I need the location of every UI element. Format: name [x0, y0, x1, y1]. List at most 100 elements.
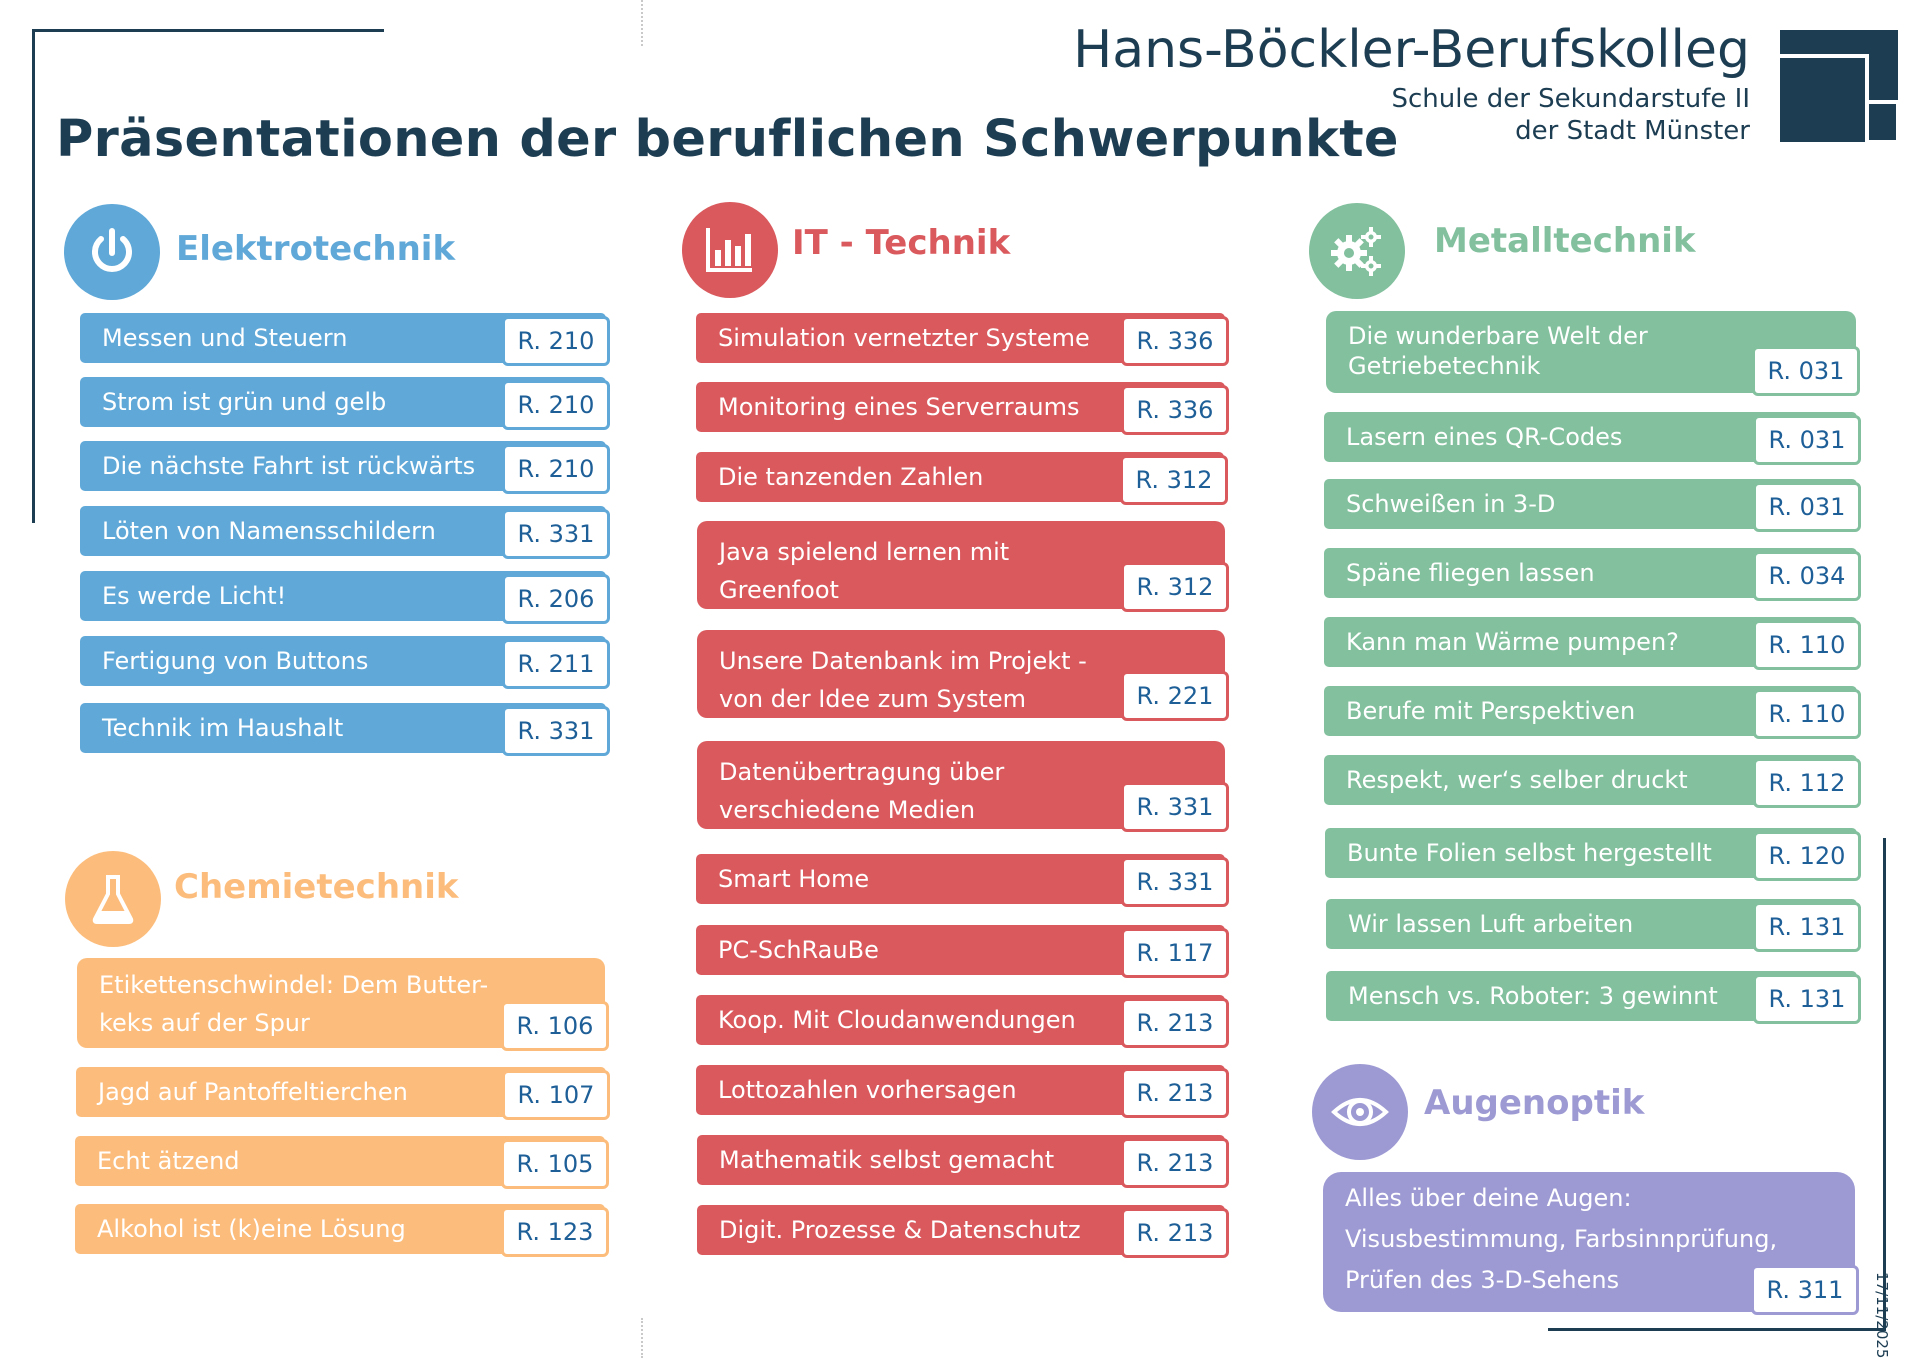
metalltechnik-item: Lasern eines QR-Codes R. 031 [1324, 412, 1861, 465]
room-badge: R. 331 [1121, 782, 1229, 832]
room-badge: R. 206 [502, 574, 610, 624]
it-technik-item: Mathematik selbst gemacht R. 213 [697, 1135, 1229, 1188]
presentation-title: Simulation vernetzter Systeme [718, 324, 1090, 352]
chemietechnik-heading: Chemietechnik [174, 867, 459, 907]
presentation-title: Lasern eines QR-Codes [1346, 423, 1623, 451]
presentation-title: Mathematik selbst gemacht [719, 1146, 1055, 1174]
fold-mark-top [641, 0, 643, 46]
it-technik-item: Die tanzenden Zahlen R. 312 [696, 452, 1228, 505]
room-badge: R. 311 [1751, 1265, 1859, 1315]
chemietechnik-item: Alkohol ist (k)eine Lösung R. 123 [75, 1204, 609, 1257]
elektrotechnik-item: Fertigung von Buttons R. 211 [80, 636, 610, 689]
metalltechnik-item: Kann man Wärme pumpen? R. 110 [1324, 617, 1861, 670]
metalltechnik-item: Bunte Folien selbst hergestellt R. 120 [1325, 828, 1861, 881]
presentation-title: Digit. Prozesse & Datenschutz [719, 1216, 1081, 1244]
metalltechnik-item: Wir lassen Luft arbeiten R. 131 [1326, 899, 1861, 952]
room-badge: R. 131 [1753, 974, 1861, 1024]
school-subtitle-1: Schule der Sekundarstufe II [1391, 84, 1750, 114]
room-badge: R. 031 [1753, 482, 1861, 532]
room-badge: R. 107 [502, 1070, 610, 1120]
presentation-title: Berufe mit Perspektiven [1346, 697, 1636, 725]
room-badge: R. 312 [1121, 562, 1229, 612]
room-badge: R. 213 [1121, 1068, 1229, 1118]
school-logo [1780, 30, 1898, 142]
metalltechnik-heading: Metalltechnik [1434, 221, 1696, 261]
presentation-title: Etikettenschwindel: Dem Butter-keks auf … [99, 971, 489, 1037]
room-badge: R. 131 [1753, 902, 1861, 952]
presentation-title: Koop. Mit Cloudanwendungen [718, 1006, 1076, 1034]
room-badge: R. 213 [1121, 998, 1229, 1048]
frame-line-top-left [32, 29, 384, 32]
augenoptik-heading: Augenoptik [1424, 1083, 1645, 1123]
augenoptik-item: Alles über deine Augen: Visusbestimmung,… [1323, 1172, 1859, 1315]
it-technik-item: Digit. Prozesse & Datenschutz R. 213 [697, 1205, 1229, 1258]
presentation-title: Fertigung von Buttons [102, 647, 369, 675]
presentation-title: Technik im Haushalt [102, 714, 344, 742]
room-badge: R. 213 [1121, 1138, 1229, 1188]
metalltechnik-item: Späne fliegen lassen R. 034 [1324, 548, 1861, 601]
presentation-title: Bunte Folien selbst hergestellt [1347, 839, 1712, 867]
elektrotechnik-heading: Elektrotechnik [176, 229, 456, 269]
room-badge: R. 336 [1121, 316, 1229, 366]
it-technik-heading: IT - Technik [792, 223, 1011, 263]
it-technik-icon-circle [682, 202, 778, 298]
frame-line-bottom-right [1548, 1328, 1886, 1331]
elektrotechnik-icon-circle [64, 204, 160, 300]
it-technik-item: Java spielend lernen mit Greenfoot R. 31… [697, 521, 1229, 612]
presentation-title: Wir lassen Luft arbeiten [1348, 910, 1634, 938]
it-technik-item: Simulation vernetzter Systeme R. 336 [696, 313, 1229, 366]
it-technik-item: Unsere Datenbank im Projekt - von der Id… [697, 630, 1229, 721]
it-technik-item: Datenübertragung über verschiedene Medie… [697, 741, 1229, 832]
power-icon [92, 228, 132, 272]
it-technik-item: Koop. Mit Cloudanwendungen R. 213 [696, 995, 1229, 1048]
presentation-title: Lottozahlen vorhersagen [718, 1076, 1017, 1104]
elektrotechnik-item: Messen und Steuern R. 210 [80, 313, 610, 366]
presentation-title: Java spielend lernen mit Greenfoot [719, 538, 1010, 604]
flask-icon [92, 875, 134, 924]
metalltechnik-item: Respekt, wer‘s selber druckt R. 112 [1324, 755, 1861, 808]
school-subtitle-2: der Stadt Münster [1515, 116, 1750, 146]
presentation-title: Datenübertragung über verschiedene Medie… [719, 758, 1005, 824]
chemietechnik-item: Echt ätzend R. 105 [75, 1136, 609, 1189]
presentation-title: Die tanzenden Zahlen [718, 463, 984, 491]
room-badge: R. 331 [502, 509, 610, 559]
presentation-title: Strom ist grün und gelb [102, 388, 387, 416]
presentation-title: Alles über deine Augen: Visusbestimmung,… [1345, 1184, 1778, 1294]
frame-line-left [32, 29, 35, 523]
presentation-title: Smart Home [718, 865, 870, 893]
gears-icon [1331, 227, 1381, 276]
presentation-title: Mensch vs. Roboter: 3 gewinnt [1348, 982, 1718, 1010]
chemietechnik-item: Jagd auf Pantoffeltierchen R. 107 [76, 1067, 610, 1120]
it-technik-item: Monitoring eines Serverraums R. 336 [696, 382, 1229, 435]
metalltechnik-item: Mensch vs. Roboter: 3 gewinnt R. 131 [1326, 971, 1861, 1024]
room-badge: R. 031 [1753, 415, 1861, 465]
print-date: 17/11/2025 [1873, 1272, 1891, 1358]
presentation-title: Kann man Wärme pumpen? [1346, 628, 1679, 656]
bar-chart-icon [706, 228, 752, 272]
room-badge: R. 221 [1121, 671, 1229, 721]
it-technik-item: PC-SchRauBe R. 117 [696, 925, 1229, 978]
room-badge: R. 331 [1121, 857, 1229, 907]
metalltechnik-icon-circle [1309, 203, 1405, 299]
presentation-title: Monitoring eines Serverraums [718, 393, 1080, 421]
fold-mark-bottom [641, 1318, 643, 1358]
metalltechnik-item: Schweißen in 3-D R. 031 [1324, 479, 1861, 532]
presentation-title: Messen und Steuern [102, 324, 348, 352]
presentation-title: Alkohol ist (k)eine Lösung [97, 1215, 406, 1243]
presentation-title: Unsere Datenbank im Projekt - von der Id… [719, 647, 1087, 713]
presentation-title: Die nächste Fahrt ist rückwärts [102, 452, 476, 480]
metalltechnik-item: Die wunderbare Welt der Getriebetechnik … [1326, 311, 1860, 396]
presentation-title: Jagd auf Pantoffeltierchen [98, 1078, 408, 1106]
room-badge: R. 211 [502, 639, 610, 689]
elektrotechnik-item: Löten von Namensschildern R. 331 [80, 506, 610, 559]
presentation-title: Späne fliegen lassen [1346, 559, 1595, 587]
elektrotechnik-item: Strom ist grün und gelb R. 210 [80, 377, 610, 430]
room-badge: R. 336 [1121, 385, 1229, 435]
room-badge: R. 106 [501, 1001, 609, 1051]
elektrotechnik-item: Die nächste Fahrt ist rückwärts R. 210 [80, 441, 610, 494]
presentation-title: Die wunderbare Welt der Getriebetechnik [1348, 322, 1648, 380]
room-badge: R. 105 [501, 1139, 609, 1189]
room-badge: R. 331 [502, 706, 610, 756]
room-badge: R. 110 [1753, 689, 1861, 739]
room-badge: R. 031 [1752, 346, 1860, 396]
